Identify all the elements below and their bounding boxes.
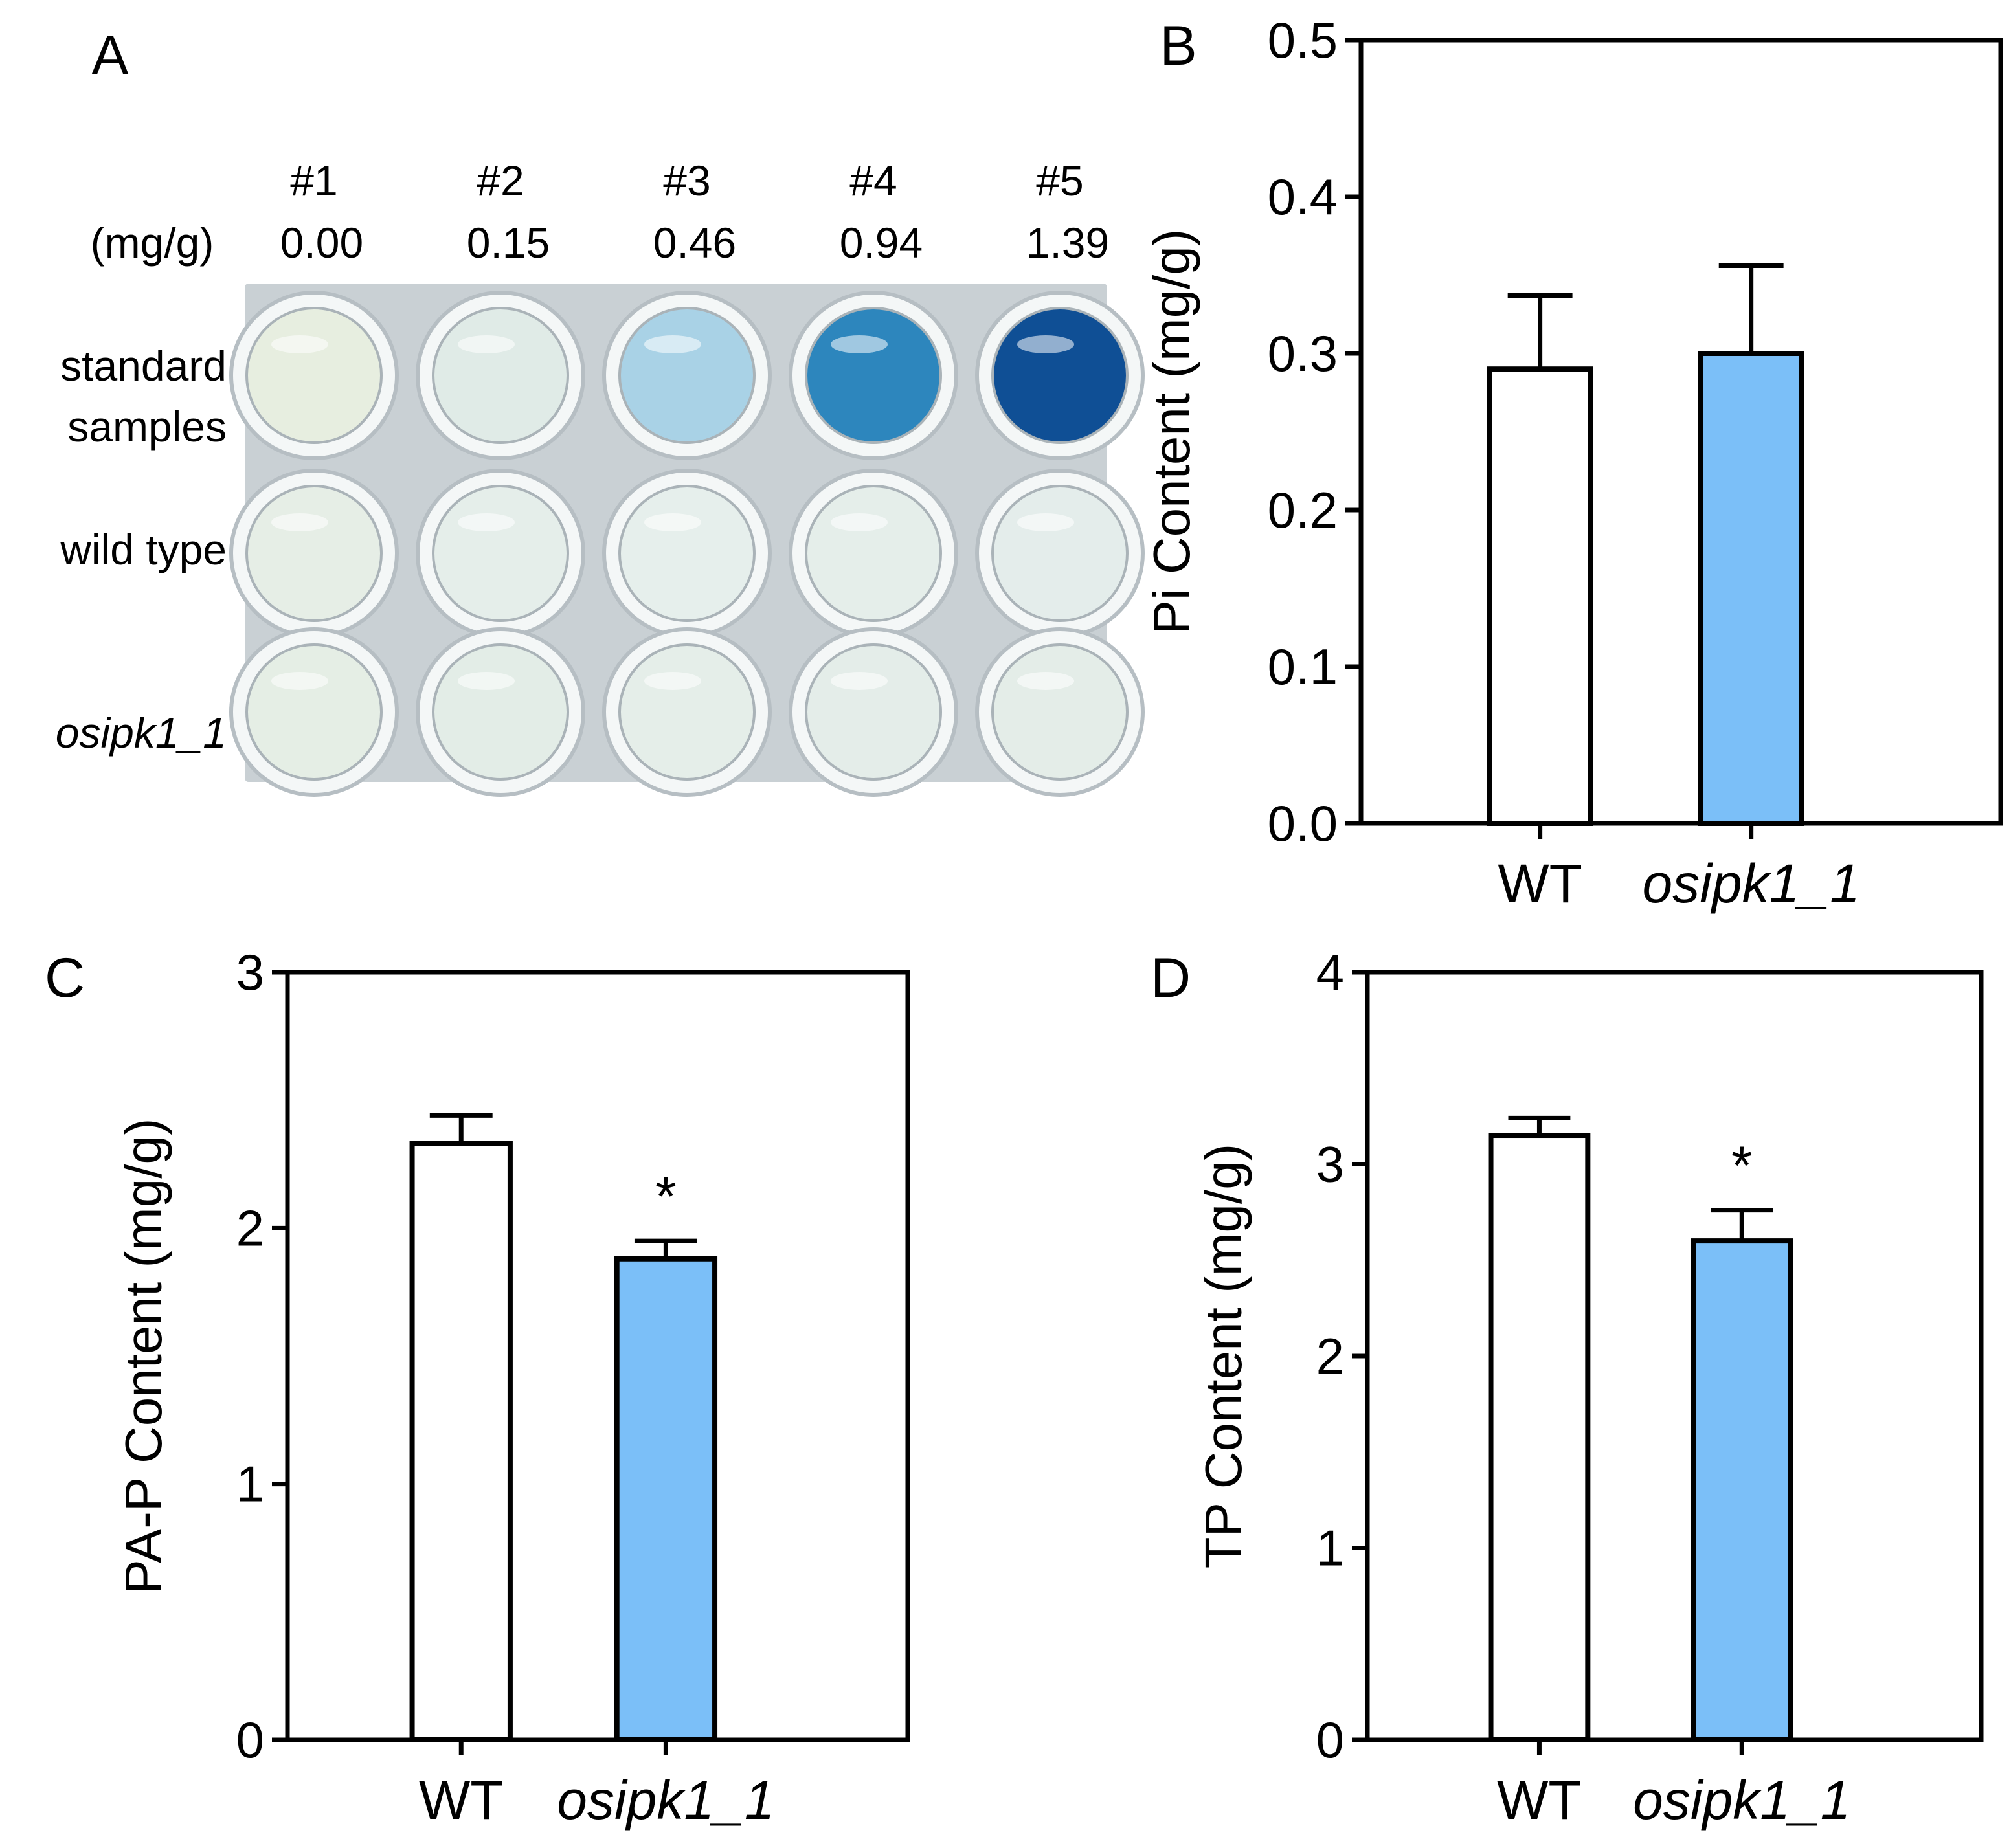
panel-b: B 0.0 0.1 0.2 0.3 0.4 0.5 Pi Content (mg/g) WT o… bbox=[1143, 12, 2003, 914]
well bbox=[618, 307, 756, 444]
y-tick-label: 0.4 bbox=[1268, 168, 1338, 225]
well-highlight bbox=[1017, 672, 1074, 690]
chart-c: 0 1 2 3 PA-P Content (mg/g) WT * osipk1_1 bbox=[115, 944, 910, 1831]
bar-mutant bbox=[614, 1256, 718, 1742]
well-highlight bbox=[271, 335, 328, 353]
bar-mutant bbox=[1691, 1238, 1793, 1742]
y-tick-label: 0 bbox=[1316, 1711, 1344, 1768]
y-tick-label: 0 bbox=[236, 1711, 264, 1768]
well-grid bbox=[229, 291, 1145, 797]
y-tick-label: 2 bbox=[1316, 1328, 1344, 1385]
plate-col-conc-5: 1.39 bbox=[1026, 219, 1109, 267]
significance-mark: * bbox=[1731, 1135, 1753, 1196]
well bbox=[991, 307, 1129, 444]
well bbox=[432, 307, 569, 444]
x-category-label: WT bbox=[1498, 853, 1582, 914]
panel-a-letter: A bbox=[91, 25, 129, 87]
well-highlight bbox=[458, 513, 515, 531]
well bbox=[245, 307, 383, 444]
y-tick-label: 0.0 bbox=[1268, 795, 1338, 852]
well-highlight bbox=[458, 335, 515, 353]
x-category-label: WT bbox=[419, 1770, 504, 1831]
well-highlight bbox=[644, 513, 701, 531]
x-category-label: osipk1_1 bbox=[557, 1770, 774, 1831]
bar-wt bbox=[1487, 366, 1593, 826]
y-tick-label: 2 bbox=[236, 1199, 264, 1256]
x-category-label: WT bbox=[1497, 1770, 1582, 1831]
plate-row-standard-line1: standard bbox=[60, 342, 227, 390]
y-tick-label: 4 bbox=[1316, 944, 1344, 1001]
y-tick-label: 1 bbox=[1316, 1520, 1344, 1577]
chart-b: 0.0 0.1 0.2 0.3 0.4 0.5 Pi Content (mg/g) WT osi… bbox=[1143, 12, 2003, 914]
plate-row-mutant: osipk1_1 bbox=[56, 709, 227, 757]
chart-d: 0 1 2 3 4 TP Content (mg/g) WT * osipk1_1 bbox=[1195, 944, 1984, 1831]
well bbox=[618, 643, 756, 781]
well bbox=[805, 307, 942, 444]
y-axis-title: Pi Content (mg/g) bbox=[1143, 229, 1200, 635]
bar-wt bbox=[409, 1141, 513, 1742]
plate-col-conc-1: 0.00 bbox=[280, 219, 363, 267]
plot-frame bbox=[1358, 38, 2003, 826]
x-category-label: osipk1_1 bbox=[1633, 1770, 1850, 1831]
well-highlight bbox=[271, 672, 328, 690]
y-tick-label: 0.1 bbox=[1268, 638, 1338, 695]
panel-a: A (mg/g) #1 #2 #3 #4 #5 0.00 0.15 0.46 0… bbox=[56, 25, 1145, 797]
y-tick-label: 0.3 bbox=[1268, 325, 1338, 382]
plate-unit-label: (mg/g) bbox=[91, 219, 214, 267]
well bbox=[618, 485, 756, 622]
significance-mark: * bbox=[655, 1166, 677, 1227]
panel-c-letter: C bbox=[45, 947, 85, 1009]
well-highlight bbox=[644, 672, 701, 690]
plate-col-conc-4: 0.94 bbox=[840, 219, 923, 267]
panel-b-letter: B bbox=[1160, 15, 1196, 77]
plate-col-conc-3: 0.46 bbox=[653, 219, 736, 267]
well bbox=[805, 485, 942, 622]
bar-mutant bbox=[1698, 351, 1804, 826]
well-highlight bbox=[644, 335, 701, 353]
well bbox=[805, 643, 942, 781]
y-tick-label: 0.2 bbox=[1268, 482, 1338, 539]
well bbox=[432, 485, 569, 622]
plate-col-id-2: #2 bbox=[477, 157, 524, 205]
y-tick-label: 1 bbox=[236, 1456, 264, 1513]
well bbox=[991, 485, 1129, 622]
plate-row-wild-type: wild type bbox=[60, 526, 227, 573]
well bbox=[245, 643, 383, 781]
y-axis-title: PA-P Content (mg/g) bbox=[115, 1118, 172, 1594]
well-highlight bbox=[1017, 335, 1074, 353]
well-highlight bbox=[271, 513, 328, 531]
panel-c: C 0 1 2 3 PA-P Content (mg/g) WT * osipk1_1 bbox=[45, 944, 910, 1831]
plot-frame bbox=[285, 970, 910, 1742]
plot-frame bbox=[1365, 970, 1984, 1742]
plate-col-id-1: #1 bbox=[290, 157, 337, 205]
y-tick-label: 0.5 bbox=[1268, 12, 1338, 69]
bar-wt bbox=[1488, 1133, 1591, 1742]
well-highlight bbox=[1017, 513, 1074, 531]
plate-row-standard-line2: samples bbox=[67, 403, 227, 451]
y-axis-title: TP Content (mg/g) bbox=[1195, 1144, 1252, 1569]
plate-col-id-5: #5 bbox=[1036, 157, 1083, 205]
plate-col-id-3: #3 bbox=[663, 157, 710, 205]
y-tick-label: 3 bbox=[1316, 1136, 1344, 1193]
plate-col-id-4: #4 bbox=[849, 157, 897, 205]
well bbox=[432, 643, 569, 781]
plate-col-conc-2: 0.15 bbox=[467, 219, 550, 267]
panel-d: D 0 1 2 3 4 TP Content (mg/g) WT * osipk1_1 bbox=[1151, 944, 1984, 1831]
well bbox=[991, 643, 1129, 781]
y-tick-label: 3 bbox=[236, 944, 264, 1001]
well-highlight bbox=[831, 513, 888, 531]
well-highlight bbox=[831, 672, 888, 690]
well-highlight bbox=[831, 335, 888, 353]
well bbox=[245, 485, 383, 622]
well-highlight bbox=[458, 672, 515, 690]
panel-d-letter: D bbox=[1151, 947, 1191, 1009]
x-category-label: osipk1_1 bbox=[1643, 853, 1860, 914]
